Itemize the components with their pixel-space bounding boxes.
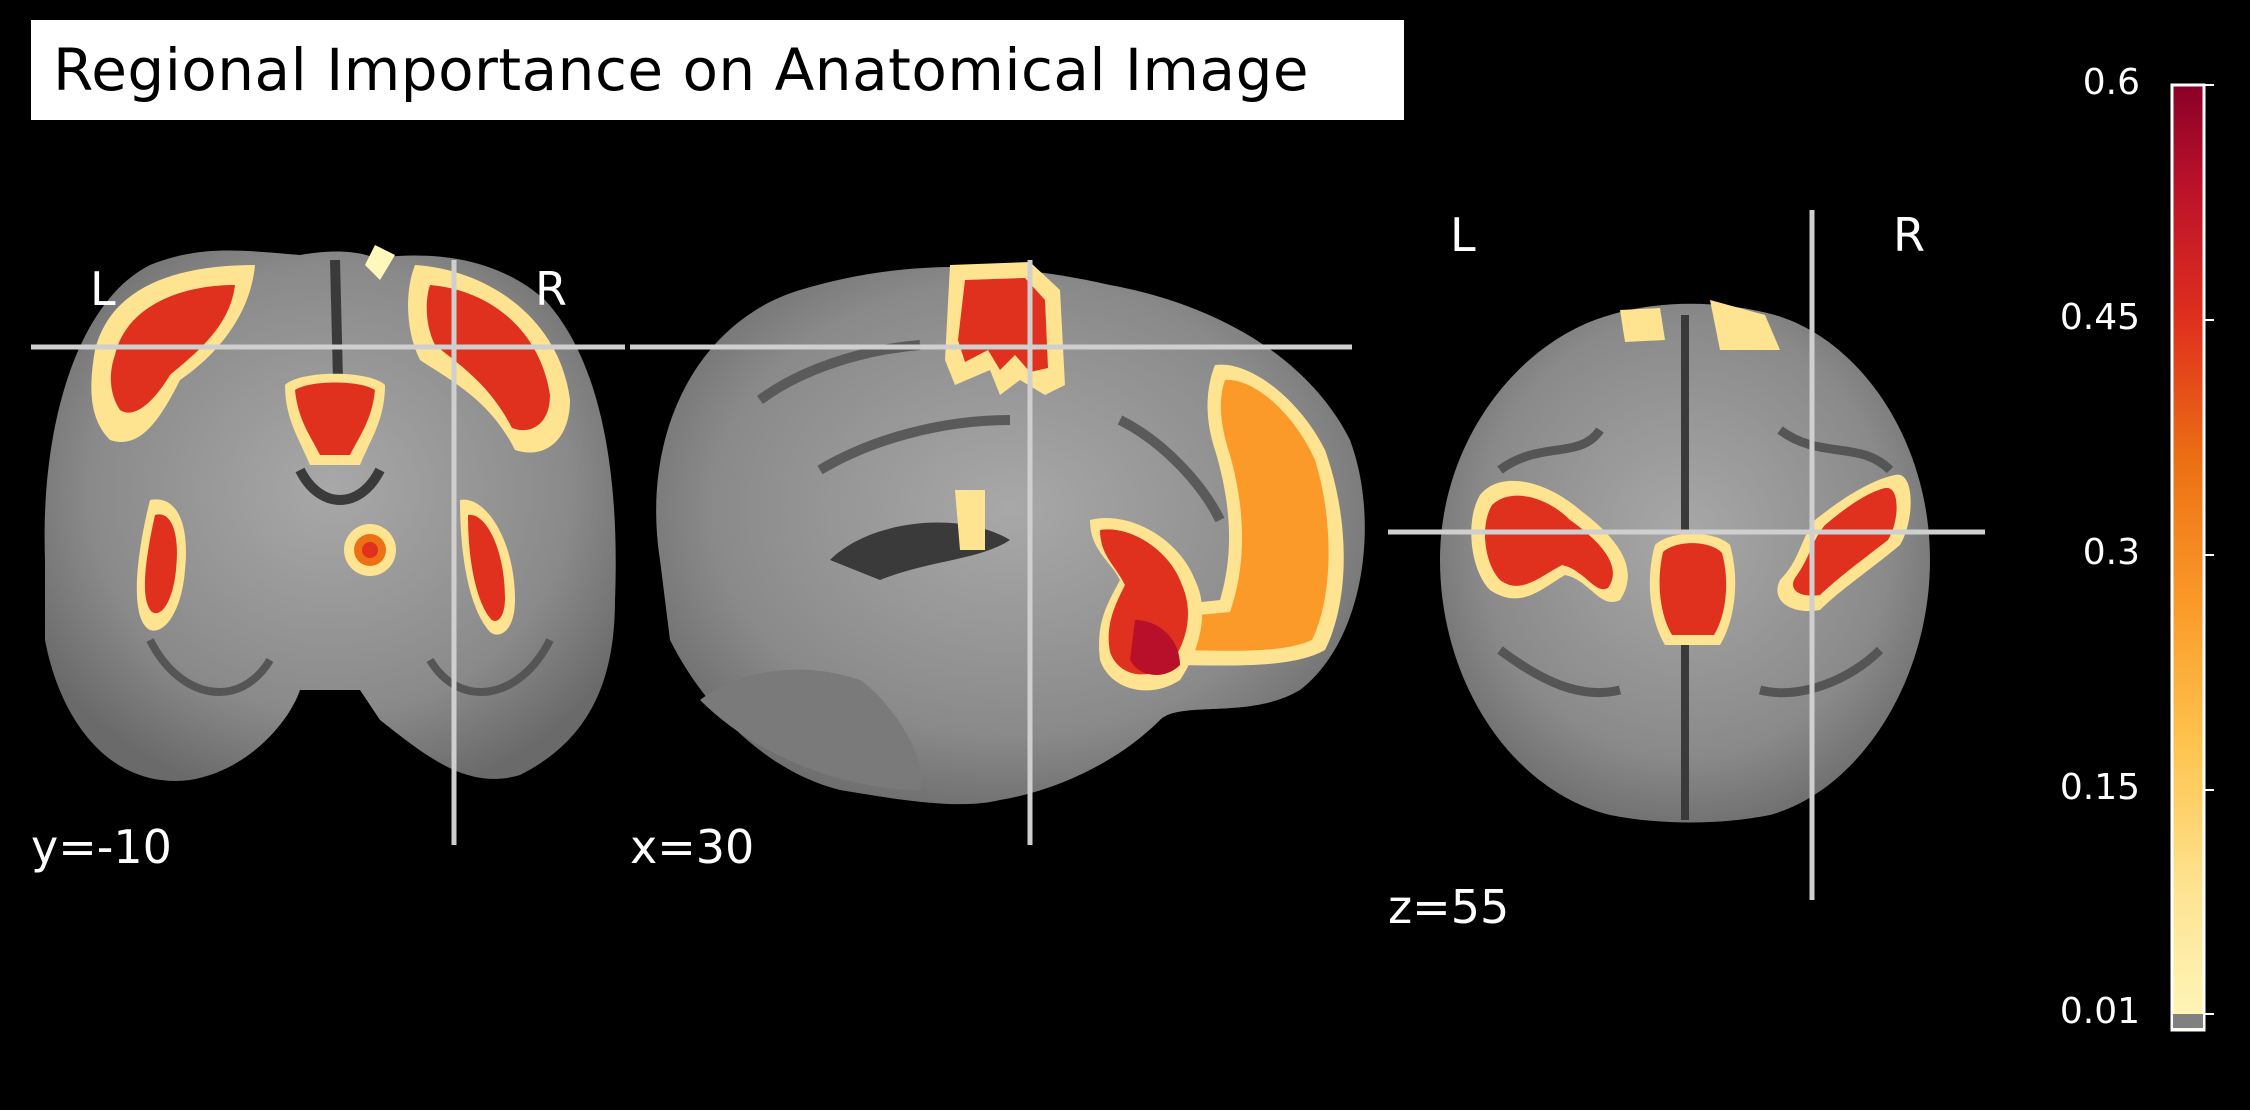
sagittal-coordinate: x=30 (630, 820, 755, 874)
coronal-coordinate: y=-10 (31, 820, 172, 874)
coronal-left-label: L (90, 262, 116, 316)
colorbar-tick: 0.01 (2059, 991, 2140, 1032)
coronal-slice (31, 245, 625, 845)
coronal-right-label: R (535, 262, 567, 316)
colorbar-tick: 0.15 (2059, 767, 2140, 808)
colorbar-tick: 0.45 (2059, 297, 2140, 338)
figure-title-box: Regional Importance on Anatomical Image (31, 20, 1404, 120)
axial-left-label: L (1450, 208, 1476, 262)
colorbar (2170, 83, 2214, 1032)
sagittal-slice (630, 260, 1365, 845)
axial-slice (1388, 210, 1985, 900)
colorbar-tick: 0.6 (2082, 62, 2140, 103)
colorbar-tick: 0.3 (2082, 532, 2140, 573)
axial-right-label: R (1893, 208, 1925, 262)
figure-title: Regional Importance on Anatomical Image (53, 36, 1310, 104)
axial-coordinate: z=55 (1388, 880, 1510, 934)
